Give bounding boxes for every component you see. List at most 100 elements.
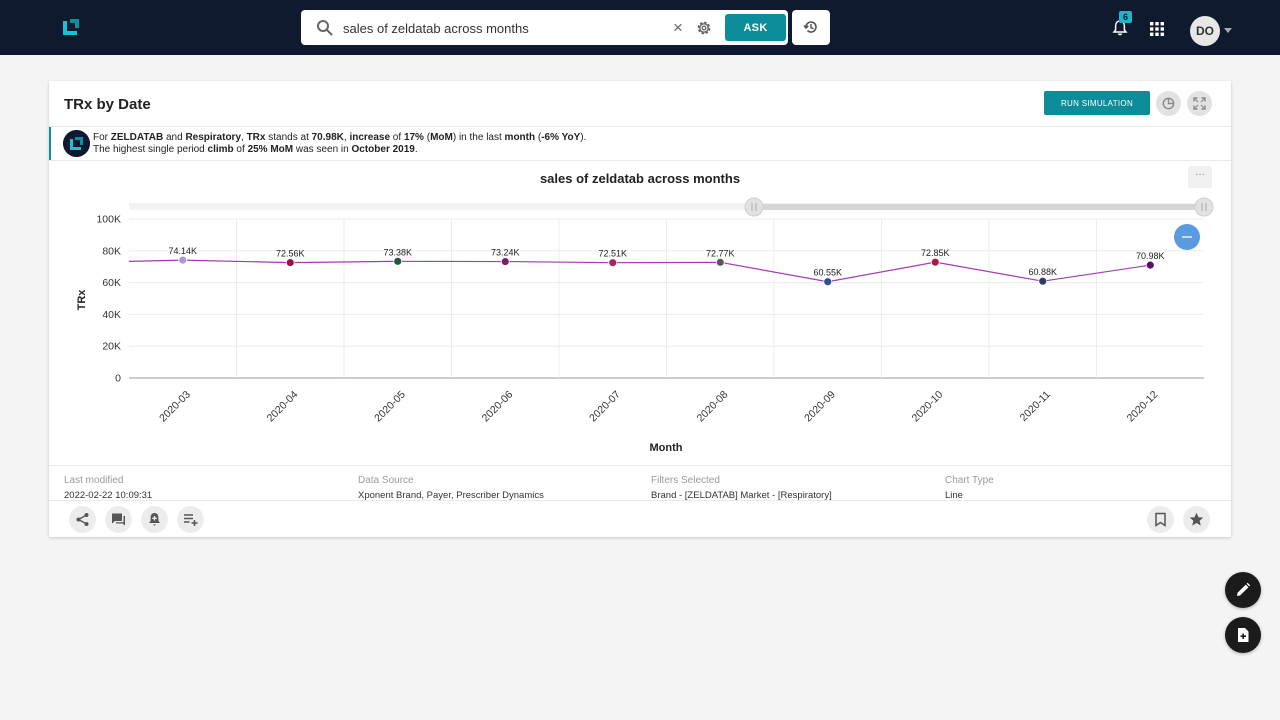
x-axis-title: Month (650, 442, 683, 454)
insight-summary-segment: stands at (265, 132, 312, 143)
history-button[interactable] (792, 10, 830, 45)
data-point (393, 256, 403, 266)
expand-icon (1193, 97, 1206, 110)
search-input[interactable] (343, 18, 663, 38)
gear-icon[interactable] (695, 19, 713, 37)
insight-accent-bar (49, 127, 51, 160)
x-tick-label: 2020-09 (802, 389, 838, 425)
bookmark-icon (1155, 512, 1166, 527)
data-label: 72.56K (276, 249, 305, 259)
x-tick-label: 2020-05 (372, 389, 408, 425)
y-tick-label: 20K (102, 341, 121, 353)
y-tick-label: 80K (102, 245, 121, 257)
data-point (500, 257, 510, 266)
insight-highlight-line: The highest single period climb of 25% M… (93, 144, 418, 155)
insight-summary-segment: Respiratory (185, 132, 242, 143)
search-bar: × ASK (301, 10, 788, 45)
chart-title: sales of zeldatab across months (539, 171, 741, 186)
insight-summary-segment: ). (580, 132, 587, 143)
data-point (930, 257, 940, 267)
insight-summary-segment: of (390, 132, 404, 143)
history-icon (803, 21, 817, 33)
zoom-slider-start-handle[interactable] (744, 197, 764, 217)
y-tick-label: 100K (96, 214, 121, 226)
apps-grid-icon[interactable] (1150, 22, 1164, 36)
notification-count-badge: 6 (1119, 11, 1132, 23)
x-tick-label: 2020-12 (1125, 389, 1161, 425)
share-icon (76, 513, 89, 526)
data-point (1038, 276, 1048, 286)
ask-button[interactable]: ASK (725, 14, 786, 41)
y-tick-label: 0 (115, 373, 121, 385)
clear-search-icon[interactable]: × (673, 18, 683, 37)
line-chart: 0 20K 40K 60K 80K 100K 74.14K 2020-03 72.56K 2020… (76, 197, 1214, 454)
bookmark-button[interactable] (1147, 506, 1174, 533)
chart-type-label: Chart Type (945, 475, 994, 486)
insight-summary-segment: For (93, 132, 111, 143)
data-point (715, 257, 725, 267)
add-document-icon (1238, 628, 1249, 642)
add-to-list-button[interactable] (177, 506, 204, 533)
filters-selected-label: Filters Selected (651, 475, 720, 486)
y-tick-label: 40K (102, 309, 121, 321)
app-logo[interactable] (61, 17, 81, 37)
insight-summary-segment: , (241, 132, 247, 143)
x-tick-label: 2020-03 (157, 389, 193, 425)
x-tick-label: 2020-08 (695, 389, 731, 425)
edit-fab-button[interactable] (1225, 572, 1261, 608)
x-tick-label: 2020-11 (1018, 389, 1053, 424)
insight-highlight-segment: climb (207, 144, 234, 155)
expand-button[interactable] (1187, 91, 1212, 116)
data-point (1145, 260, 1155, 270)
favorite-button[interactable] (1183, 506, 1210, 533)
chart-card: TRx by Date RUN SIMULATION For ZELDATAB … (49, 81, 1231, 537)
comments-icon (112, 513, 125, 526)
y-axis-title: TRx (76, 289, 88, 311)
data-source-value: Xponent Brand, Payer, Prescriber Dynamic… (358, 490, 544, 501)
data-point (285, 258, 295, 268)
x-tick-label: 2020-10 (910, 389, 946, 425)
comments-button[interactable] (105, 506, 132, 533)
insight-summary-segment: MoM (430, 132, 453, 143)
filters-selected-value: Brand - [ZELDATAB] Market - [Respiratory… (651, 490, 832, 501)
zoom-slider-track (129, 203, 1204, 210)
series-line (128, 259, 1151, 283)
pie-chart-icon (1162, 97, 1175, 110)
data-label: 73.38K (383, 247, 412, 257)
insight-summary-segment: -6% YoY (541, 132, 581, 143)
user-menu-caret-icon[interactable] (1224, 28, 1232, 33)
data-label: 74.14K (168, 246, 197, 256)
insight-summary-segment: 70.98K (311, 132, 344, 143)
data-point (178, 255, 188, 265)
share-button[interactable] (69, 506, 96, 533)
add-alert-icon (149, 513, 160, 526)
data-label: 72.51K (598, 249, 627, 259)
data-label: 60.88K (1028, 267, 1057, 277)
insight-highlight-segment: 25% MoM (247, 144, 294, 155)
slider-grip-icon (1201, 203, 1207, 211)
insight-highlight-segment: The highest single period (93, 144, 208, 155)
data-label: 72.85K (921, 248, 950, 258)
zoom-slider-end-handle[interactable] (1194, 197, 1214, 217)
chart-type-button[interactable] (1156, 91, 1181, 116)
insight-summary-segment: , (343, 132, 350, 143)
insight-highlight-segment: was seen in (293, 144, 352, 155)
insight-panel: For ZELDATAB and Respiratory, TRx stands… (49, 126, 1231, 161)
insight-highlight-segment: . (414, 144, 418, 155)
data-label: 70.98K (1136, 251, 1165, 261)
y-tick-label: 60K (102, 277, 121, 289)
playlist-add-icon (184, 514, 198, 526)
insight-summary-segment: ZELDATAB (110, 132, 164, 143)
chart-metadata: Last modified 2022-02-22 10:09:31 Data S… (49, 465, 1231, 501)
top-navigation-bar: × ASK 6 DO (0, 0, 1280, 55)
alert-button[interactable] (141, 506, 168, 533)
last-modified-value: 2022-02-22 10:09:31 (64, 490, 153, 501)
new-document-fab-button[interactable] (1225, 617, 1261, 653)
data-source-label: Data Source (358, 475, 414, 486)
more-options-button[interactable]: ··· (1188, 166, 1212, 188)
user-avatar[interactable]: DO (1190, 16, 1220, 46)
run-simulation-button[interactable]: RUN SIMULATION (1044, 91, 1150, 115)
data-point (608, 258, 618, 268)
pencil-icon (1237, 582, 1251, 596)
insight-highlight-segment: of (233, 144, 248, 155)
